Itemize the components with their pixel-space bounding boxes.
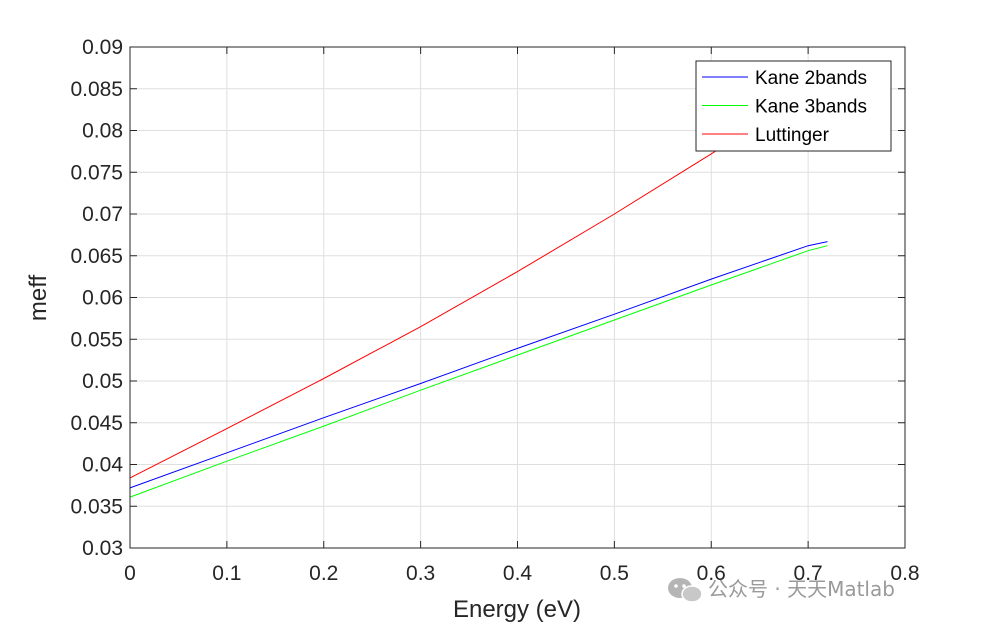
y-tick-label: 0.045 bbox=[70, 412, 123, 435]
y-tick-label: 0.085 bbox=[70, 78, 123, 101]
legend: Kane 2bands Kane 3bands Luttinger bbox=[695, 60, 892, 152]
y-tick-label: 0.075 bbox=[70, 161, 123, 184]
x-tick-label: 0.2 bbox=[309, 562, 338, 585]
x-tick-label: 0.3 bbox=[406, 562, 435, 585]
y-tick-label: 0.06 bbox=[82, 287, 123, 310]
y-tick-label: 0.07 bbox=[82, 203, 123, 226]
legend-label: Kane 2bands bbox=[755, 68, 867, 89]
x-tick-label: 0 bbox=[124, 562, 136, 585]
x-tick-label: 0.8 bbox=[890, 562, 919, 585]
ticks bbox=[129, 46, 906, 549]
y-tick-label: 0.035 bbox=[70, 495, 123, 518]
x-axis-title: Energy (eV) bbox=[453, 596, 581, 623]
watermark: 公众号 · 天天Matlab bbox=[668, 577, 895, 603]
y-tick-label: 0.05 bbox=[82, 370, 123, 393]
y-axis-title: meff bbox=[25, 275, 52, 322]
x-tick-label: 0.5 bbox=[600, 562, 629, 585]
wechat-icon bbox=[668, 578, 703, 603]
y-tick-label: 0.055 bbox=[70, 328, 123, 351]
series-line-kane-3bands bbox=[129, 245, 828, 498]
y-tick-label: 0.09 bbox=[82, 36, 123, 59]
legend-label: Kane 3bands bbox=[755, 97, 867, 118]
x-tick-label: 0.6 bbox=[697, 562, 726, 585]
y-tick-label: 0.03 bbox=[82, 537, 123, 560]
y-tick-label: 0.08 bbox=[82, 120, 123, 143]
x-tick-label: 0.4 bbox=[503, 562, 533, 585]
x-tick-label: 0.7 bbox=[794, 562, 823, 585]
y-tick-label: 0.065 bbox=[70, 245, 123, 268]
y-tick-labels: 0.03 0.035 0.04 0.045 0.05 0.055 0.06 0.065 0.07… bbox=[70, 36, 123, 560]
watermark-text: 公众号 · 天天Matlab bbox=[708, 577, 895, 601]
x-tick-labels: 0 0.1 0.2 0.3 0.4 0.5 0.6 0.7 0.8 bbox=[124, 562, 919, 585]
series-line-kane-2bands bbox=[129, 241, 828, 489]
y-tick-label: 0.04 bbox=[82, 454, 123, 477]
legend-label: Luttinger bbox=[755, 125, 830, 146]
x-tick-label: 0.1 bbox=[212, 562, 241, 585]
